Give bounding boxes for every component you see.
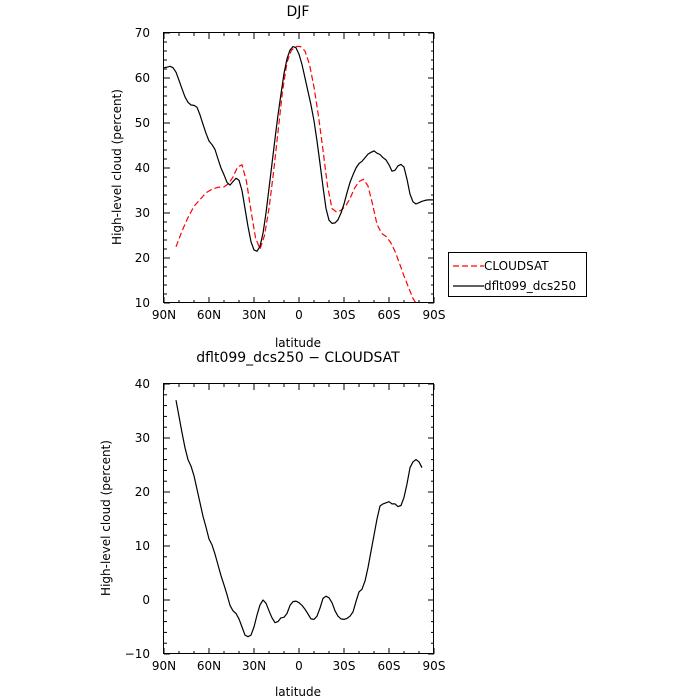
x-tick-label: 30S	[333, 659, 356, 673]
x-tick-label: 30S	[333, 308, 356, 322]
x-tick-label: 90S	[423, 308, 446, 322]
bottom-x-axis-label: latitude	[275, 685, 321, 699]
y-tick-label: 40	[135, 377, 150, 391]
top-plot-frame	[163, 32, 434, 303]
y-tick-label: 20	[135, 251, 150, 265]
y-tick-label: 40	[135, 161, 150, 175]
y-tick-label: 30	[135, 431, 150, 445]
x-tick-label: 60N	[197, 659, 221, 673]
top-x-axis-label: latitude	[275, 336, 321, 350]
y-tick-label: 30	[135, 206, 150, 220]
x-tick-label: 60N	[197, 308, 221, 322]
bottom-y-axis-label: High-level cloud (percent)	[99, 440, 113, 596]
legend-label-dflt099: dflt099_dcs250	[484, 279, 576, 293]
x-tick-label: 30N	[242, 659, 266, 673]
legend-label-cloudsat: CLOUDSAT	[484, 259, 549, 273]
x-tick-label: 90N	[152, 308, 176, 322]
top-series-line-dflt099-dcs250	[164, 45, 434, 252]
top-tick-labels: 90N 60N 30N 0 30S 60S 90S 10 20 30 40 50 60 70	[135, 26, 446, 322]
bottom-plot-title: dflt099_dcs250 − CLOUDSAT	[196, 350, 400, 366]
bottom-series-lines	[175, 400, 423, 638]
top-plot-title: DJF	[287, 4, 310, 20]
y-tick-label: 70	[135, 26, 150, 40]
y-tick-label: 10	[135, 296, 150, 310]
x-tick-label: 90S	[423, 659, 446, 673]
y-tick-label: −10	[125, 647, 150, 661]
x-tick-label: 60S	[378, 659, 401, 673]
bottom-plot-frame	[163, 383, 434, 654]
x-tick-label: 0	[295, 308, 303, 322]
top-ticks	[163, 32, 435, 304]
x-tick-label: 90N	[152, 659, 176, 673]
top-y-axis-label: High-level cloud (percent)	[110, 89, 124, 245]
y-tick-label: 50	[135, 116, 150, 130]
legend: CLOUDSAT dflt099_dcs250	[448, 252, 587, 297]
bottom-ticks	[163, 383, 435, 655]
x-tick-label: 60S	[378, 308, 401, 322]
legend-box	[448, 252, 587, 297]
y-tick-label: 20	[135, 485, 150, 499]
y-tick-label: 10	[135, 539, 150, 553]
bottom-series-line-difference	[175, 400, 423, 638]
top-series-lines	[164, 45, 434, 303]
y-tick-label: 0	[142, 593, 150, 607]
bottom-plot: dflt099_dcs250 − CLOUDSAT High-level clo…	[99, 350, 445, 699]
top-series-line-cloudsat	[175, 45, 417, 303]
x-tick-label: 30N	[242, 308, 266, 322]
bottom-tick-labels: 90N 60N 30N 0 30S 60S 90S −10 0 10 20 30 40	[125, 377, 446, 673]
x-tick-label: 0	[295, 659, 303, 673]
top-plot: DJF High-level cloud (percent) latitude …	[110, 4, 445, 350]
y-tick-label: 60	[135, 71, 150, 85]
